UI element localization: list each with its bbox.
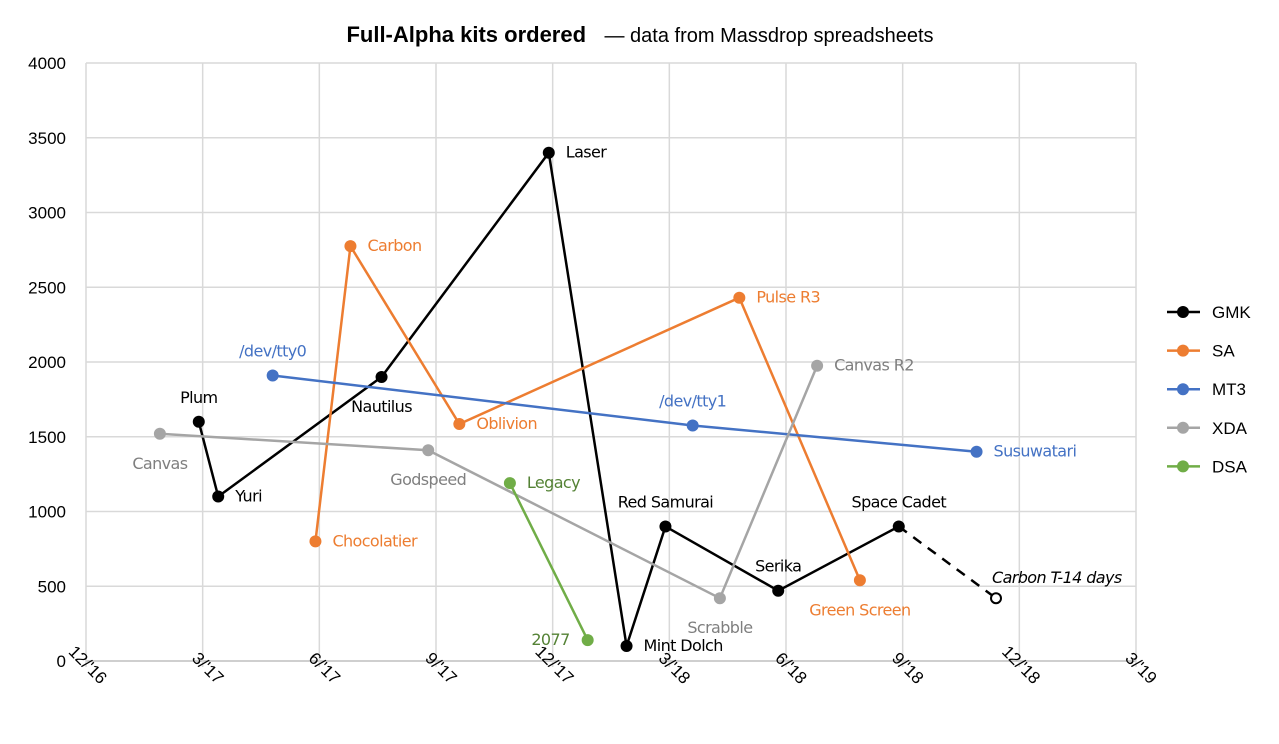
point-labels: Carbon T-14 days Plum Yuri Nautilus Laser Min…: [132, 143, 1122, 655]
series-line: [197, 149, 900, 647]
point-label: Space Cadet: [852, 492, 947, 511]
data-point: [686, 419, 699, 432]
y-tick-label: 3500: [28, 129, 66, 148]
point-label: Green Screen: [809, 600, 910, 619]
data-point: [892, 520, 905, 533]
point-label: /dev/tty1: [659, 392, 726, 411]
point-label: Oblivion: [476, 414, 537, 433]
projection-line: [898, 525, 997, 600]
y-tick-label: 3000: [28, 204, 66, 223]
legend-item-gmk: GMK: [1167, 303, 1251, 322]
data-point: [309, 535, 322, 548]
point-label: Susuwatari: [994, 442, 1077, 461]
y-tick-label: 1500: [28, 428, 66, 447]
point-label: Canvas R2: [834, 356, 914, 375]
series-group: [153, 146, 1002, 653]
data-point: [733, 291, 746, 304]
legend-label: XDA: [1212, 419, 1248, 438]
data-point: [153, 427, 166, 440]
point-label: 2077: [531, 630, 569, 649]
projection-marker: [990, 592, 1002, 605]
data-point: [581, 634, 594, 647]
legend-label: DSA: [1212, 457, 1248, 476]
series-line: [159, 365, 819, 600]
data-point: [659, 520, 672, 533]
legend-item-xda: XDA: [1167, 419, 1248, 438]
series-gmk: [192, 146, 1002, 653]
point-label: Godspeed: [390, 470, 466, 489]
point-label: /dev/tty0: [239, 341, 306, 360]
data-point: [212, 490, 225, 503]
title-sub: — data from Massdrop spreadsheets: [605, 25, 934, 47]
y-tick-label: 2500: [28, 278, 66, 297]
point-label: Legacy: [527, 473, 580, 492]
x-tick-label: 6/'17: [305, 649, 344, 688]
y-tick-label: 1000: [28, 503, 66, 522]
data-point: [422, 444, 435, 457]
x-tick-label: 9/'17: [421, 649, 460, 688]
series-sa: [309, 240, 866, 587]
x-tick-label: 12/'18: [998, 642, 1044, 688]
legend-marker: [1177, 344, 1189, 357]
point-label: Nautilus: [351, 397, 412, 416]
point-label: Plum: [180, 388, 217, 407]
legend-marker: [1177, 421, 1189, 434]
legend-marker: [1177, 306, 1189, 318]
point-label: Carbon T-14 days: [992, 568, 1122, 587]
x-tick-label: 6/'18: [771, 649, 810, 688]
legend-label: SA: [1212, 342, 1235, 361]
data-point: [266, 369, 279, 382]
y-tick-label: 2000: [28, 353, 66, 372]
data-point: [344, 240, 357, 253]
series-dsa: [503, 477, 594, 647]
point-label: Laser: [566, 143, 607, 162]
data-point: [453, 418, 466, 431]
data-point: [503, 477, 516, 490]
legend-item-sa: SA: [1167, 342, 1235, 361]
chart-title: Full-Alpha kits ordered — data from Mass…: [346, 22, 933, 47]
point-label: Mint Dolch: [644, 636, 723, 655]
data-point: [713, 592, 726, 605]
legend-item-dsa: DSA: [1167, 457, 1248, 476]
point-label: Scrabble: [687, 618, 752, 637]
legend-marker: [1177, 383, 1189, 396]
data-point: [192, 415, 205, 428]
data-point: [542, 146, 555, 159]
data-point: [772, 584, 785, 597]
legend: GMK SA MT3 XDA DSA: [1167, 303, 1251, 476]
point-label: Carbon: [367, 236, 421, 255]
point-label: Chocolatier: [332, 531, 418, 550]
y-tick-label: 4000: [28, 54, 66, 73]
data-point: [620, 640, 633, 653]
legend-marker: [1177, 460, 1189, 473]
point-label: Serika: [755, 557, 801, 576]
y-tick-label: 500: [38, 577, 66, 596]
data-point: [375, 370, 388, 383]
point-label: Red Samurai: [618, 492, 713, 511]
point-label: Pulse R3: [756, 288, 820, 307]
point-label: Yuri: [234, 487, 262, 506]
y-tick-label: 0: [57, 652, 66, 671]
title-main: Full-Alpha kits ordered: [346, 22, 586, 47]
gridlines: [85, 62, 1137, 667]
series-xda: [153, 359, 824, 605]
data-point: [853, 574, 866, 587]
point-label: Canvas: [132, 454, 187, 473]
legend-item-mt3: MT3: [1167, 380, 1246, 399]
data-point: [811, 359, 824, 372]
x-tick-label: 12/'16: [65, 642, 111, 688]
x-tick-label: 3/'19: [1121, 649, 1160, 688]
x-tick-label: 9/'18: [888, 649, 927, 688]
series-mt3: [266, 369, 983, 458]
data-point: [970, 445, 983, 458]
legend-label: GMK: [1212, 303, 1251, 322]
x-tick-label: 3/'17: [188, 649, 227, 688]
series-line: [508, 482, 589, 641]
legend-label: MT3: [1212, 380, 1246, 399]
